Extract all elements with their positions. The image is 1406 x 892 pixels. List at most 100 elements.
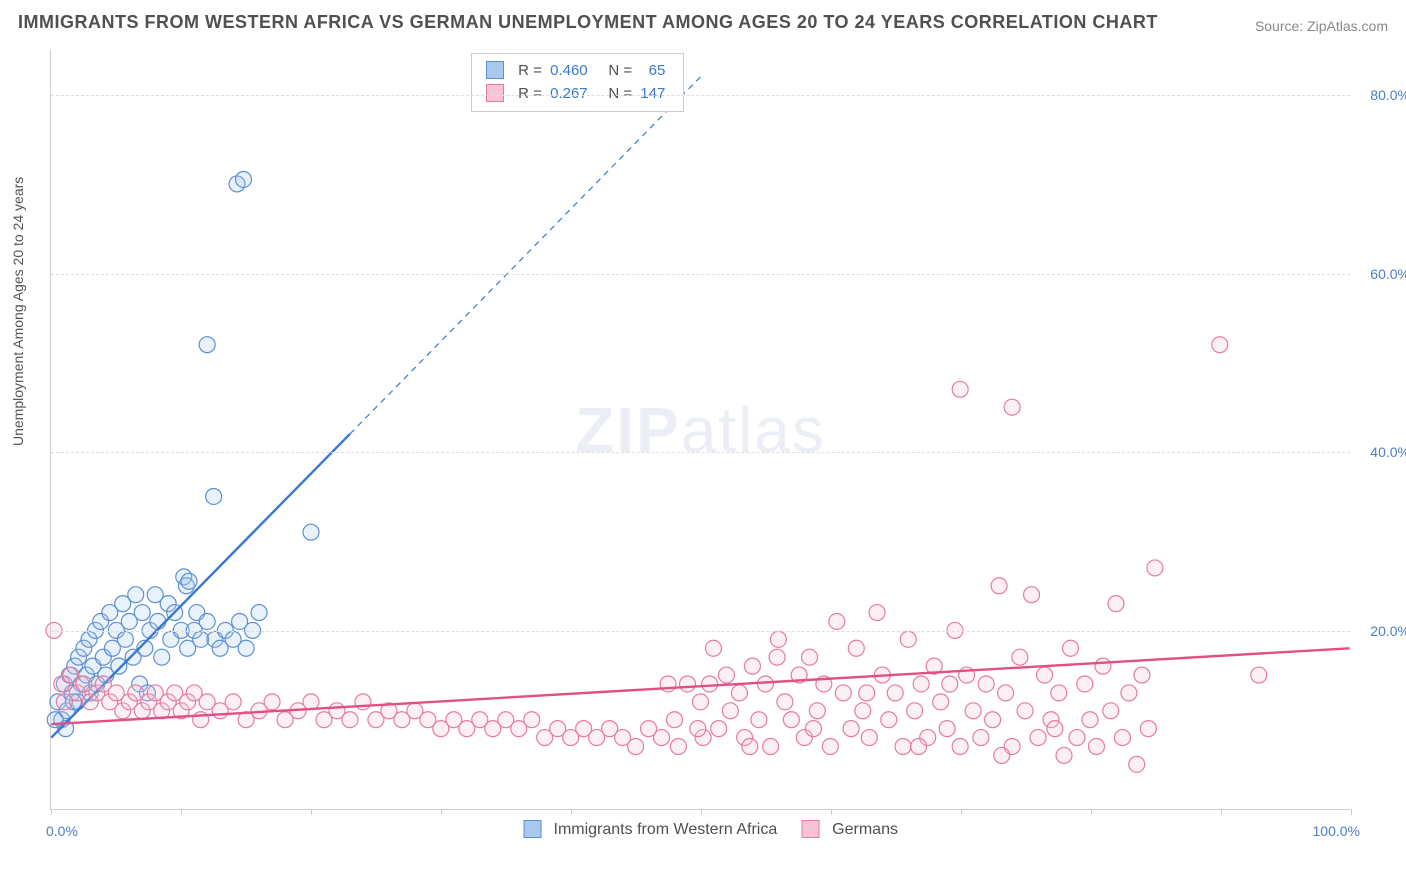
data-point	[628, 739, 644, 755]
data-point	[770, 631, 786, 647]
data-point	[225, 694, 241, 710]
data-point	[680, 676, 696, 692]
data-point	[1024, 587, 1040, 603]
data-point	[952, 739, 968, 755]
data-point	[670, 739, 686, 755]
x-tick	[51, 809, 52, 815]
data-point	[1056, 747, 1072, 763]
data-point	[1103, 703, 1119, 719]
bottom-swatch-2	[802, 820, 820, 838]
data-point	[1004, 399, 1020, 415]
data-point	[907, 703, 923, 719]
plot-svg	[51, 50, 1350, 809]
data-point	[236, 171, 252, 187]
data-point	[942, 676, 958, 692]
data-point	[690, 721, 706, 737]
data-point	[1134, 667, 1150, 683]
chart-title: IMMIGRANTS FROM WESTERN AFRICA VS GERMAN…	[18, 12, 1158, 33]
data-point	[693, 694, 709, 710]
data-point	[1088, 739, 1104, 755]
x-tick	[961, 809, 962, 815]
data-point	[751, 712, 767, 728]
data-point	[869, 605, 885, 621]
data-point	[994, 747, 1010, 763]
data-point	[667, 712, 683, 728]
data-point	[705, 640, 721, 656]
series-legend: Immigrants from Western Africa Germans	[503, 821, 898, 839]
data-point	[843, 721, 859, 737]
r-label: R =	[518, 85, 542, 102]
data-point	[1082, 712, 1098, 728]
data-point	[881, 712, 897, 728]
data-point	[985, 712, 1001, 728]
data-point	[978, 676, 994, 692]
data-point	[731, 685, 747, 701]
data-point	[998, 685, 1014, 701]
data-point	[654, 730, 670, 746]
data-point	[1012, 649, 1028, 665]
data-point	[711, 721, 727, 737]
chart-container: IMMIGRANTS FROM WESTERN AFRICA VS GERMAN…	[0, 0, 1406, 892]
data-point	[1251, 667, 1267, 683]
r-label: R =	[518, 62, 542, 79]
x-tick	[311, 809, 312, 815]
x-tick	[181, 809, 182, 815]
trend-line-dashed	[350, 77, 701, 434]
data-point	[802, 649, 818, 665]
x-axis-max-label: 100.0%	[1313, 823, 1360, 839]
legend-swatch-2	[486, 84, 504, 102]
data-point	[859, 685, 875, 701]
r-value-2: 0.267	[550, 85, 588, 102]
series-1-label: Immigrants from Western Africa	[553, 821, 777, 838]
data-point	[342, 712, 358, 728]
data-point	[809, 703, 825, 719]
data-point	[1047, 721, 1063, 737]
data-point	[973, 730, 989, 746]
data-point	[47, 712, 63, 728]
data-point	[128, 587, 144, 603]
x-tick	[701, 809, 702, 815]
x-tick	[441, 809, 442, 815]
series-2-label: Germans	[832, 821, 898, 838]
data-point	[199, 337, 215, 353]
data-point	[848, 640, 864, 656]
y-axis-title: Unemployment Among Ages 20 to 24 years	[10, 177, 26, 446]
data-point	[952, 381, 968, 397]
data-point	[111, 658, 127, 674]
data-point	[965, 703, 981, 719]
trend-line	[51, 648, 1349, 724]
data-point	[117, 631, 133, 647]
data-point	[251, 605, 267, 621]
data-point	[1069, 730, 1085, 746]
data-point	[702, 676, 718, 692]
data-point	[822, 739, 838, 755]
data-point	[134, 605, 150, 621]
gridline	[51, 452, 1350, 453]
n-value-1: 65	[640, 62, 665, 79]
legend-swatch-1	[486, 61, 504, 79]
y-tick-label: 60.0%	[1370, 266, 1406, 282]
data-point	[769, 649, 785, 665]
data-point	[303, 524, 319, 540]
data-point	[900, 631, 916, 647]
data-point	[887, 685, 903, 701]
data-point	[181, 573, 197, 589]
data-point	[861, 730, 877, 746]
n-label: N =	[608, 85, 632, 102]
data-point	[829, 613, 845, 629]
data-point	[1095, 658, 1111, 674]
n-value-2: 147	[640, 85, 665, 102]
data-point	[835, 685, 851, 701]
x-tick	[831, 809, 832, 815]
data-point	[303, 694, 319, 710]
data-point	[1017, 703, 1033, 719]
data-point	[718, 667, 734, 683]
data-point	[763, 739, 779, 755]
data-point	[199, 613, 215, 629]
data-point	[744, 658, 760, 674]
data-point	[1108, 596, 1124, 612]
source-label: Source: ZipAtlas.com	[1255, 18, 1388, 34]
data-point	[1140, 721, 1156, 737]
data-point	[193, 631, 209, 647]
data-point	[742, 739, 758, 755]
